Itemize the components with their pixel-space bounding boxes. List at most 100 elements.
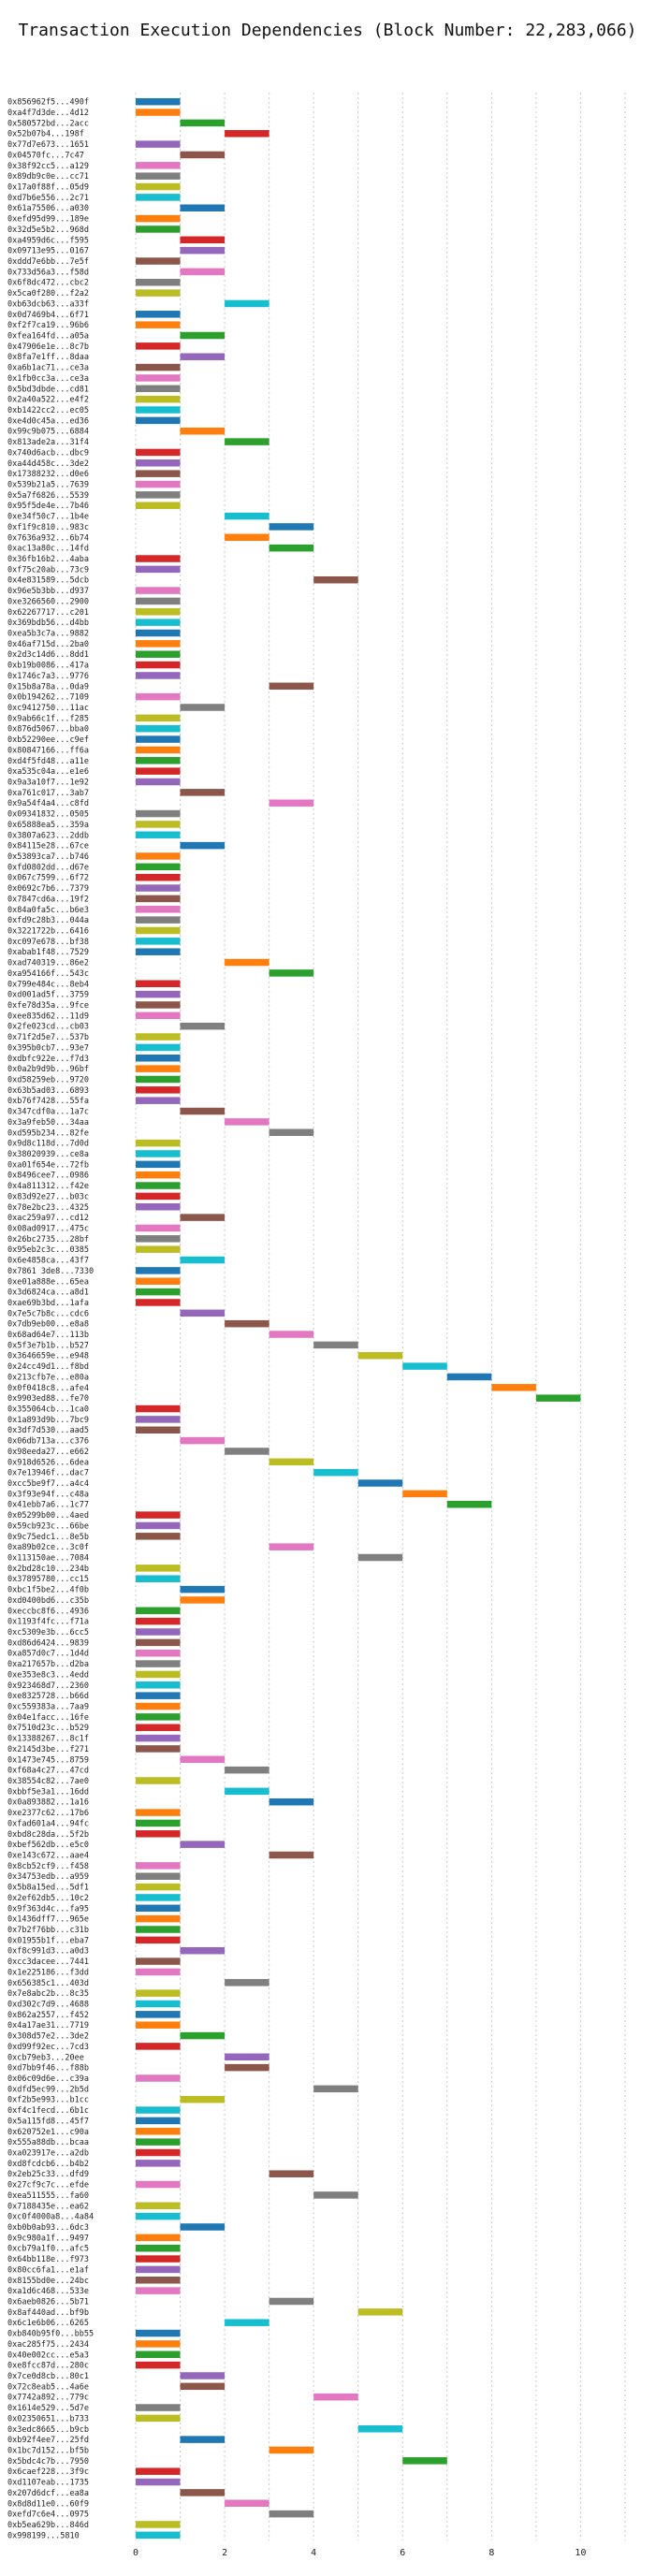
y-tick-label: 0x799e484c...8eb4 — [7, 980, 89, 989]
transaction-bar — [269, 523, 314, 531]
y-tick-label: 0xcb79a1f0...afc5 — [7, 2245, 89, 2254]
y-tick-label: 0x40e002cc...e5a3 — [7, 2350, 89, 2360]
transaction-bar — [180, 204, 226, 211]
y-tick-label: 0x347cdf0a...1a7c — [7, 1108, 89, 1117]
transaction-bar — [136, 1075, 181, 1084]
transaction-bar — [136, 884, 181, 892]
transaction-bar — [136, 1617, 181, 1625]
transaction-bar — [225, 533, 269, 542]
y-tick-label: 0x8fa7e1ff...8daa — [7, 353, 89, 362]
x-tick-label: 6 — [400, 2548, 405, 2558]
transaction-bar — [136, 1235, 181, 1243]
y-tick-label: 0xa4f7d3de...4d12 — [7, 109, 89, 118]
transaction-bar — [136, 565, 181, 574]
transaction-bar — [136, 1043, 181, 1052]
y-tick-label: 0xac259a97...cd12 — [7, 1214, 89, 1223]
transaction-bar — [180, 353, 226, 360]
y-tick-label: 0x04570fc...7c47 — [7, 151, 84, 160]
transaction-bar — [225, 958, 269, 967]
y-tick-label: 0x656385c1...403d — [7, 1979, 89, 1988]
y-tick-label: 0x7188435e...ea62 — [7, 2202, 89, 2211]
y-tick-label: 0x067c7599...6f72 — [7, 874, 89, 883]
transaction-bar — [136, 1883, 181, 1891]
y-tick-label: 0x207d6dcf...ea8a — [7, 2489, 89, 2498]
y-tick-label: 0xd4f5fd48...a11e — [7, 757, 89, 766]
transaction-bar — [136, 895, 181, 903]
y-tick-label: 0x3d6824ca...a8d1 — [7, 1288, 89, 1298]
y-tick-label: 0x27cf9c7c...efde — [7, 2181, 89, 2190]
y-tick-label: 0xbbf5e3a1...16dd — [7, 1787, 89, 1797]
transaction-bar — [136, 1001, 181, 1009]
transaction-bar — [225, 2063, 269, 2072]
transaction-bar — [136, 311, 181, 318]
y-tick-label: 0xfe78d35a...9fce — [7, 1001, 89, 1011]
y-tick-label: 0x13388267...8c1f — [7, 1735, 89, 1744]
y-tick-label: 0x3221722b...6416 — [7, 926, 89, 936]
transaction-bar — [136, 1904, 181, 1913]
transaction-bar — [225, 1979, 269, 1987]
y-tick-label: 0xe143c672...aae4 — [7, 1852, 89, 1861]
y-tick-label: 0xa6b1ac71...ce3a — [7, 364, 89, 373]
transaction-bar — [269, 682, 314, 691]
y-tick-label: 0x2ef62db5...10c2 — [7, 1894, 89, 1903]
transaction-bar — [180, 427, 226, 435]
transaction-bar — [269, 544, 314, 552]
transaction-bar — [136, 2478, 181, 2486]
transaction-bar — [136, 172, 181, 180]
y-tick-label: 0x8155bd0e...24bc — [7, 2277, 89, 2286]
y-tick-label: 0xb92f4ee7...25fd — [7, 2436, 89, 2445]
y-tick-label: 0x80cc6fa1...e1af — [7, 2265, 89, 2275]
y-tick-label: 0x96e5b3bb...d937 — [7, 587, 89, 596]
y-tick-label: 0x08ad0917...475c — [7, 1224, 89, 1233]
transaction-bar — [313, 1341, 358, 1349]
y-tick-label: 0xa217657b...d2ba — [7, 1660, 89, 1669]
transaction-bar — [180, 1256, 226, 1264]
transaction-bar — [136, 587, 181, 594]
y-tick-label: 0x09341832...0505 — [7, 810, 89, 820]
transaction-bar — [180, 246, 226, 255]
y-tick-label: 0x113150ae...7084 — [7, 1554, 89, 1564]
y-tick-label: 0x46af715d...2ba0 — [7, 640, 89, 649]
transaction-bar — [136, 1989, 181, 1997]
y-tick-label: 0x998199...5810 — [7, 2531, 80, 2540]
y-tick-label: 0xb76f7428...55fa — [7, 1097, 89, 1106]
transaction-bar — [136, 1819, 181, 1827]
transaction-bar — [136, 1404, 181, 1413]
y-tick-label: 0xd595b234...82fe — [7, 1128, 89, 1138]
x-axis: 0 2 4 6 8 10 — [133, 2548, 586, 2558]
y-tick-label: 0x53893ca7...b746 — [7, 852, 89, 862]
y-tick-label: 0xcc5be9f7...a4c4 — [7, 1479, 89, 1489]
y-tick-label: 0xbef562db...e5c0 — [7, 1841, 89, 1850]
y-tick-label: 0x856962f5...490f — [7, 98, 89, 108]
transaction-bar — [136, 194, 181, 201]
y-tick-label: 0x47906e1e...8c7b — [7, 342, 89, 352]
y-tick-label: 0x06c09d6e...c39a — [7, 2074, 89, 2084]
y-tick-label: 0x9f363d4c...fa95 — [7, 1904, 89, 1914]
transaction-bar — [136, 1936, 181, 1944]
y-tick-label: 0x32d5e5b2...968d — [7, 226, 89, 235]
y-tick-label: 0x1a893d9b...7bc9 — [7, 1416, 89, 1425]
transaction-bar — [136, 778, 181, 786]
transaction-bar — [136, 1521, 181, 1530]
transaction-bar — [136, 1565, 181, 1572]
y-tick-label: 0xddd7e6bb...7e5f — [7, 257, 89, 267]
transaction-bar — [136, 852, 181, 860]
y-tick-label: 0xd7bb9f46...f88b — [7, 2064, 89, 2074]
transaction-bar — [180, 2372, 226, 2380]
y-tick-label: 0x0a2b9d9b...96bf — [7, 1065, 89, 1074]
y-tick-label: 0x83d92e27...b03c — [7, 1192, 89, 1201]
y-tick-label: 0xae69b3bd...1afa — [7, 1299, 89, 1308]
y-tick-label: 0x26bc2735...28bf — [7, 1235, 89, 1244]
y-tick-label: 0x733d56a3...f58d — [7, 268, 89, 277]
y-tick-label: 0xd001ad5f...3759 — [7, 991, 89, 1000]
transaction-bar — [357, 1351, 403, 1360]
transaction-bar — [136, 1660, 181, 1667]
y-tick-label: 0xabab1f48...7529 — [7, 948, 89, 957]
y-tick-label: 0x5bdc4c7b...7950 — [7, 2457, 89, 2467]
transaction-bar — [180, 2382, 226, 2391]
y-tick-label: 0x06db713a...c376 — [7, 1437, 89, 1447]
y-tick-label: 0x7e13946f...dac7 — [7, 1469, 89, 1478]
transaction-bar — [136, 1968, 181, 1976]
y-tick-label: 0x0692c7b6...7379 — [7, 884, 89, 894]
transaction-bar — [136, 2117, 181, 2125]
